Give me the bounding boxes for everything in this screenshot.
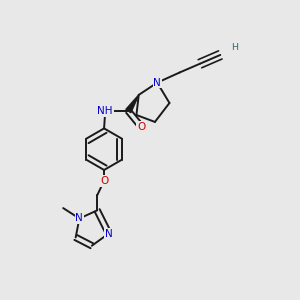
Text: O: O bbox=[137, 122, 145, 132]
Polygon shape bbox=[126, 95, 139, 113]
Text: N: N bbox=[153, 78, 161, 88]
Text: N: N bbox=[105, 229, 112, 238]
Text: NH: NH bbox=[98, 106, 113, 116]
Text: N: N bbox=[76, 214, 83, 224]
Text: H: H bbox=[231, 43, 238, 52]
Text: O: O bbox=[100, 176, 108, 186]
